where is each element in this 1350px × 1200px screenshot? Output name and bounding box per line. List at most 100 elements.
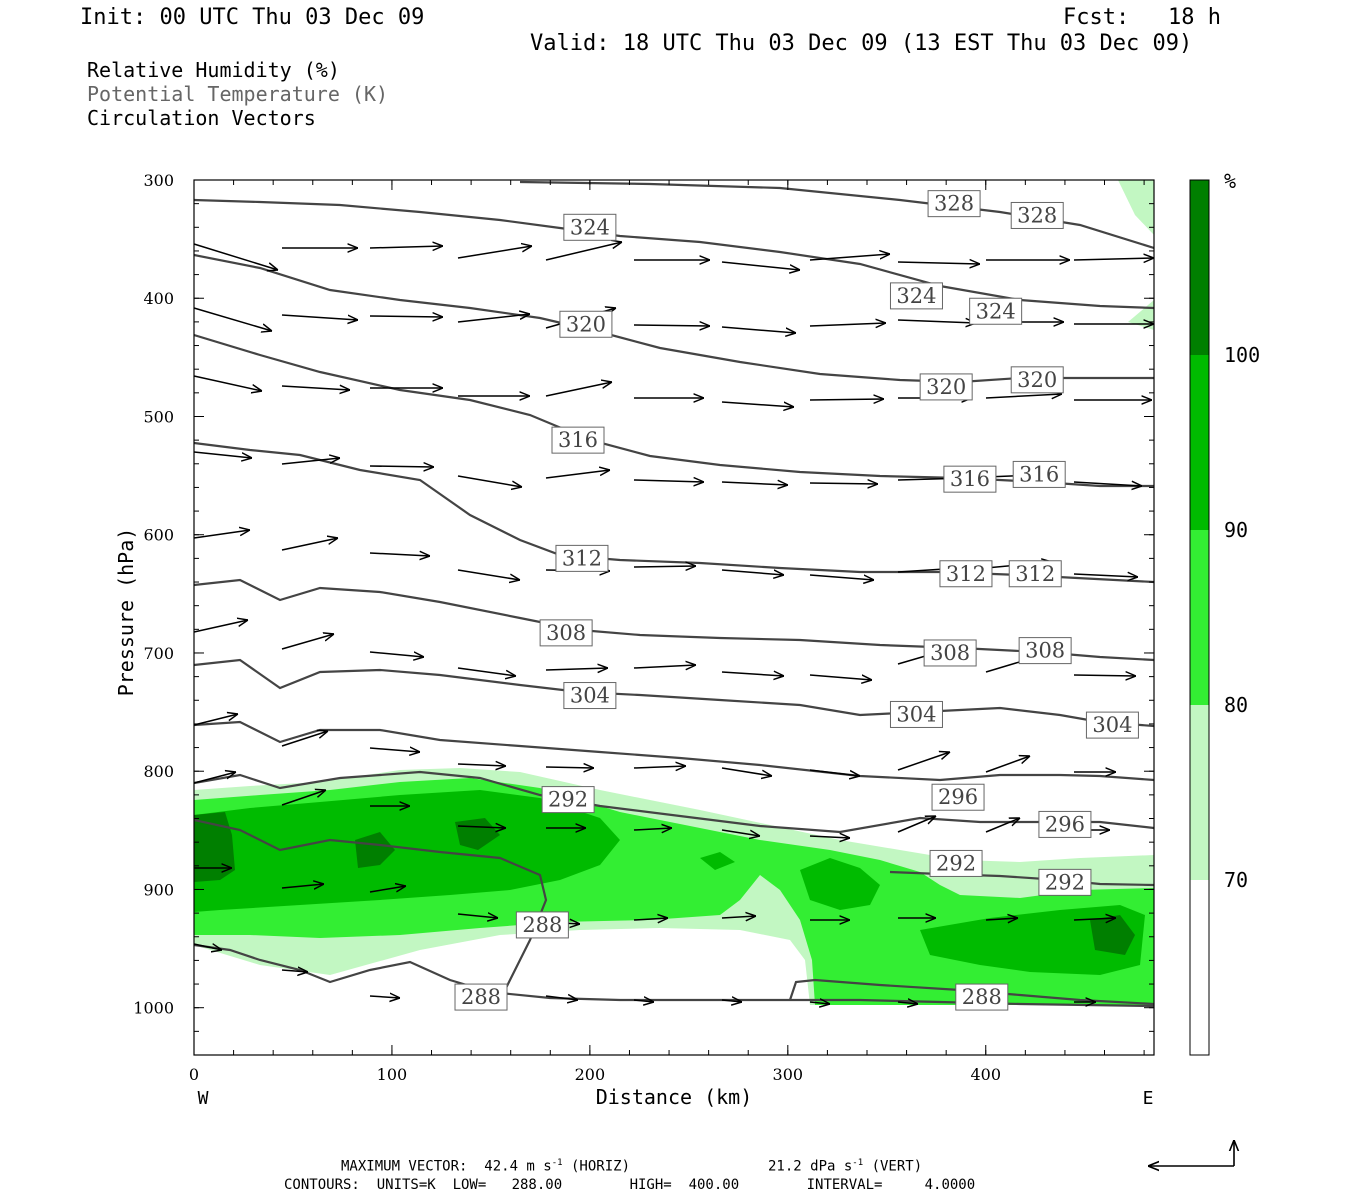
circulation-vector	[633, 566, 696, 567]
circulation-vector	[985, 394, 1062, 398]
circulation-vector	[369, 466, 434, 467]
circulation-vector	[633, 918, 668, 920]
svg-text:324: 324	[896, 284, 936, 308]
circulation-vector	[281, 790, 326, 806]
svg-text:316: 316	[950, 467, 990, 491]
svg-text:316: 316	[1019, 462, 1059, 486]
circulation-vector	[809, 323, 886, 326]
contour-300	[194, 720, 1154, 782]
rh-100-region-d	[1090, 915, 1135, 955]
circulation-vector	[633, 766, 686, 768]
y-tick-label-800: 800	[143, 762, 174, 781]
svg-text:292: 292	[936, 851, 976, 875]
y-axis-label: Pressure (hPa)	[114, 528, 138, 697]
x-west-label: W	[198, 1088, 209, 1109]
circulation-vector	[809, 574, 874, 580]
x-tick-label-200: 200	[575, 1065, 606, 1084]
contour-label-328: 328	[927, 190, 981, 218]
svg-text:320: 320	[1017, 368, 1057, 392]
svg-text:316: 316	[558, 428, 598, 452]
contour-292	[194, 818, 548, 991]
circulation-vector	[809, 769, 860, 776]
circulation-vector	[545, 767, 594, 768]
rh-90-blob-c	[700, 852, 735, 870]
circulation-vector	[369, 316, 443, 317]
svg-text:288: 288	[461, 985, 501, 1009]
circulation-vector	[721, 916, 756, 918]
y-tick-label-500: 500	[143, 407, 174, 426]
circulation-vector	[1073, 675, 1136, 676]
circulation-vector	[281, 884, 324, 888]
circulation-vector	[369, 886, 406, 893]
contour-label-324: 324	[563, 213, 617, 241]
y-tick-labels: 300 400 500 600 700 800 900 1000	[133, 171, 174, 1018]
circulation-vector	[281, 731, 328, 747]
circulation-vector	[721, 401, 794, 407]
circulation-vector	[281, 314, 358, 320]
x-tick-label-400: 400	[970, 1065, 1001, 1084]
circulation-vector	[897, 1002, 918, 1004]
circulation-vector	[193, 530, 250, 539]
valid-time: Valid: 18 UTC Thu 03 Dec 09 (13 EST Thu …	[530, 31, 1193, 56]
x-tick-labels: 0 100 200 300 400	[189, 1065, 1001, 1084]
circulation-vector	[193, 307, 272, 331]
circulation-vector	[369, 246, 443, 248]
circulation-vector	[809, 254, 890, 261]
circulation-vector	[193, 451, 252, 458]
y-tick-label-400: 400	[143, 289, 174, 308]
title-potential-temperature: Potential Temperature (K)	[87, 82, 389, 106]
svg-text:324: 324	[976, 299, 1016, 323]
circulation-vector	[369, 553, 430, 556]
circulation-vector	[281, 538, 338, 551]
svg-text:292: 292	[1045, 870, 1085, 894]
circulation-vector	[809, 1002, 830, 1004]
circulation-vector	[897, 320, 976, 323]
svg-text:292: 292	[548, 788, 588, 812]
circulation-vector	[457, 475, 522, 487]
circulation-vector	[721, 1000, 742, 1002]
circulation-vectors	[193, 242, 1154, 1004]
circulation-vector	[985, 918, 1018, 920]
contour-label-296: 296	[1038, 810, 1092, 838]
theta-contours	[194, 180, 1154, 1008]
colorbar-90	[1190, 355, 1209, 530]
y-tick-label-300: 300	[143, 171, 174, 190]
circulation-vector	[369, 996, 400, 998]
colorbar-level-80: 80	[1224, 693, 1248, 717]
circulation-vector	[633, 665, 696, 668]
contour-label-292: 292	[1038, 868, 1092, 896]
svg-text:324: 324	[570, 215, 610, 239]
plot-frame	[193, 179, 1155, 1056]
colorbar: % 100 90 80 70	[1189, 169, 1260, 1056]
contour-label-316: 316	[551, 426, 605, 454]
contour-label-320: 320	[1010, 366, 1064, 394]
circulation-vector	[457, 246, 532, 259]
contour-label-308: 308	[923, 639, 977, 667]
reference-vector	[1148, 1140, 1234, 1166]
title-circulation-vectors: Circulation Vectors	[87, 106, 316, 130]
x-tick-label-100: 100	[377, 1065, 408, 1084]
max-vector-vert-unit: (VERT)	[863, 1158, 923, 1175]
circulation-vector	[545, 242, 622, 261]
contour-288-east	[788, 978, 1154, 1006]
colorbar-70	[1190, 705, 1209, 880]
contour-304	[194, 658, 1154, 728]
svg-text:288: 288	[522, 913, 562, 937]
circulation-vector	[545, 668, 608, 670]
max-vector-vert-info: 21.2 dPa s-1 (VERT)	[768, 1158, 922, 1175]
circulation-vector	[721, 767, 772, 776]
rh-90-region	[194, 790, 620, 912]
colorbar-below	[1190, 880, 1209, 1055]
contour-label-304: 304	[889, 700, 943, 728]
contour-label-320: 320	[919, 373, 973, 401]
contour-label-288: 288	[515, 911, 569, 939]
y-tick-label-600: 600	[143, 526, 174, 545]
x-tick-label-300: 300	[773, 1065, 804, 1084]
circulation-vector	[457, 667, 516, 676]
circulation-vector	[985, 756, 1030, 773]
circulation-vector	[721, 569, 784, 575]
circulation-vector	[193, 772, 236, 784]
circulation-vector	[897, 752, 950, 771]
circulation-vector	[457, 914, 498, 918]
